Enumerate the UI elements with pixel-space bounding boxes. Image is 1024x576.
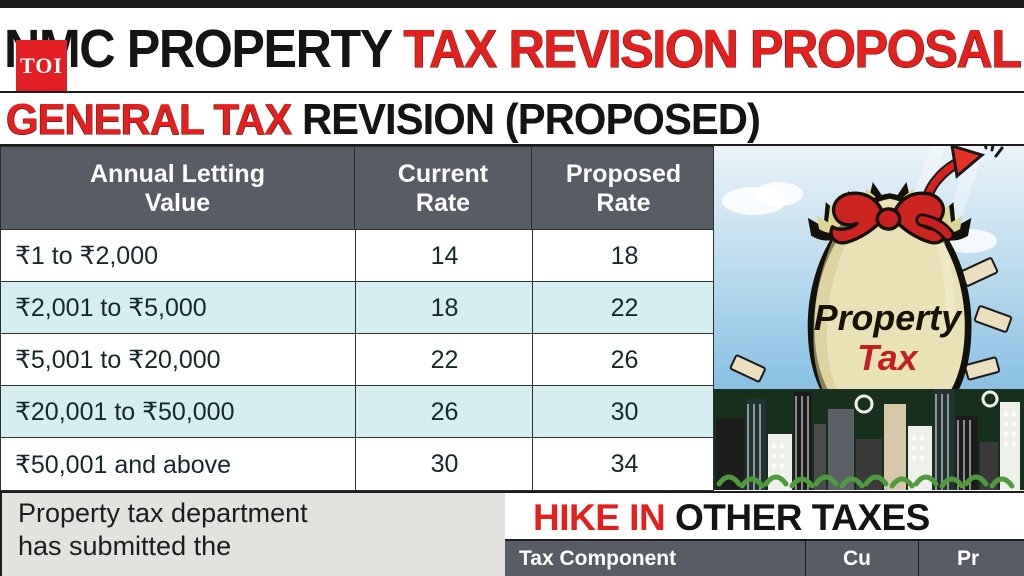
svg-text:Property: Property bbox=[814, 298, 963, 338]
svg-text:Tax: Tax bbox=[857, 338, 919, 378]
